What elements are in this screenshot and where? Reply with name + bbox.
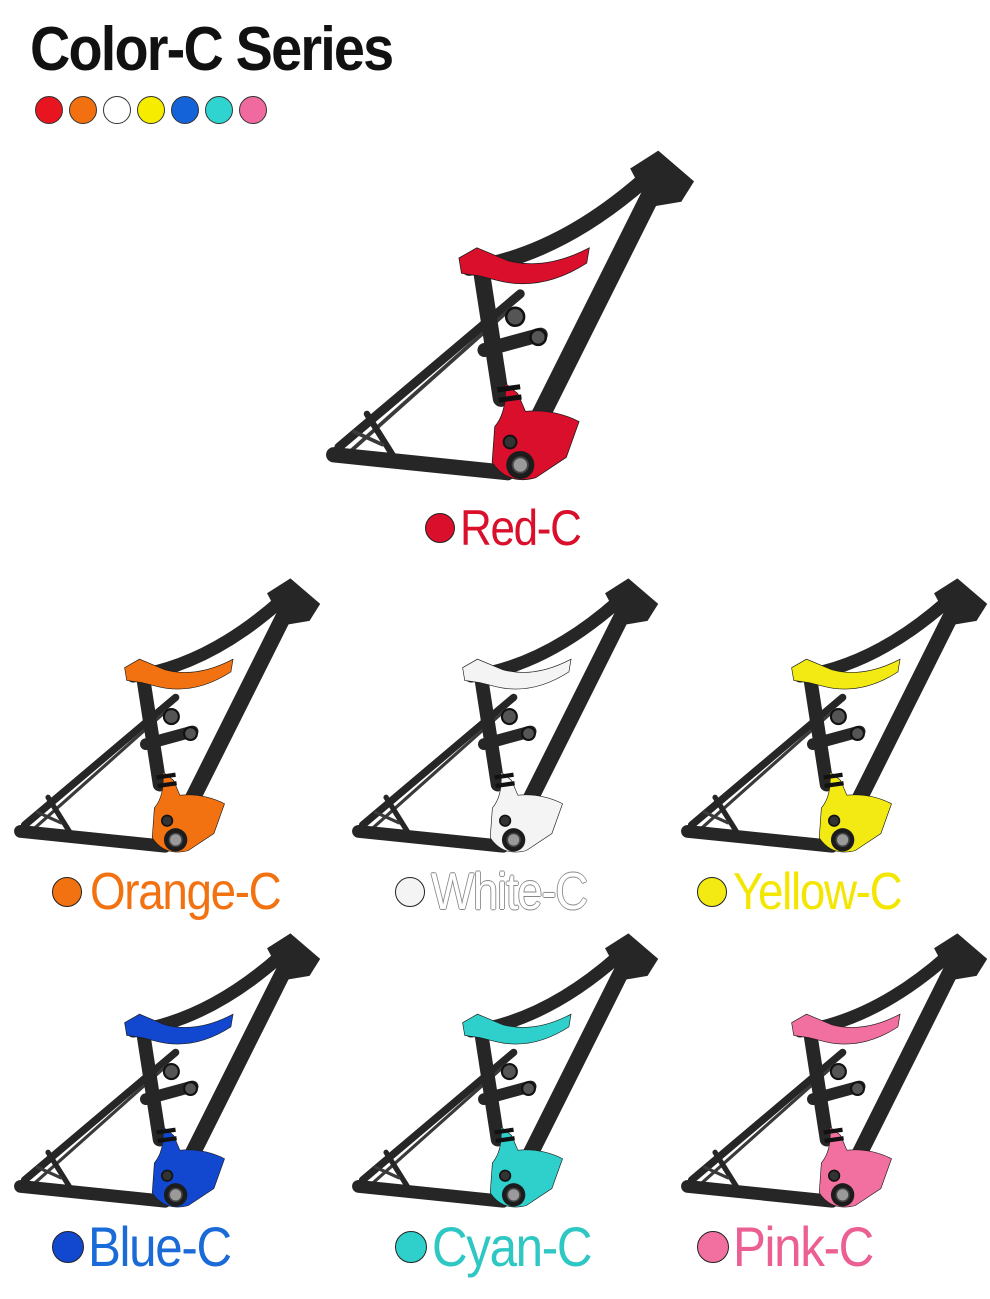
page-title: Color-C Series [30, 15, 394, 84]
variant-dot-red [425, 513, 455, 543]
variant-label-blue-text: Blue-C [88, 1215, 232, 1278]
bike-frame-blue-image [14, 933, 321, 1208]
bike-frame-red-image [326, 150, 695, 481]
variant-label-orange-text: Orange-C [90, 863, 282, 921]
variant-label-yellow-text: Yellow-C [733, 863, 903, 921]
variant-label-yellow: Yellow-C [697, 862, 924, 922]
color-swatch-yellow[interactable] [137, 96, 165, 124]
variant-dot-blue [52, 1230, 84, 1263]
color-swatch-red[interactable] [35, 96, 63, 124]
variant-label-pink: Pink-C [697, 1214, 892, 1279]
bike-frame-orange-image [14, 578, 321, 853]
variant-label-orange: Orange-C [52, 862, 306, 922]
bike-frame-white-image [352, 578, 659, 853]
variant-dot-pink [697, 1230, 729, 1263]
color-swatch-white[interactable] [103, 96, 131, 124]
variant-label-blue: Blue-C [52, 1214, 250, 1279]
variant-label-red: Red-C [425, 499, 597, 557]
variant-label-pink-text: Pink-C [733, 1215, 874, 1278]
color-swatch-row [35, 96, 267, 124]
bike-frame-yellow-image [681, 578, 988, 853]
color-swatch-orange[interactable] [69, 96, 97, 124]
color-swatch-cyan[interactable] [205, 96, 233, 124]
color-swatch-pink[interactable] [239, 96, 267, 124]
variant-dot-orange [52, 877, 82, 907]
bike-frame-cyan-image [352, 933, 659, 1208]
variant-label-white: White-C [395, 862, 608, 922]
variant-label-red-text: Red-C [460, 500, 582, 556]
color-swatch-blue[interactable] [171, 96, 199, 124]
variant-label-white-text: White-C [431, 863, 588, 921]
variant-dot-white [395, 877, 425, 907]
variant-dot-yellow [697, 877, 727, 907]
variant-label-cyan-text: Cyan-C [432, 1215, 592, 1278]
variant-label-cyan: Cyan-C [395, 1214, 613, 1279]
variant-dot-cyan [395, 1230, 427, 1263]
bike-frame-pink-image [681, 933, 988, 1208]
